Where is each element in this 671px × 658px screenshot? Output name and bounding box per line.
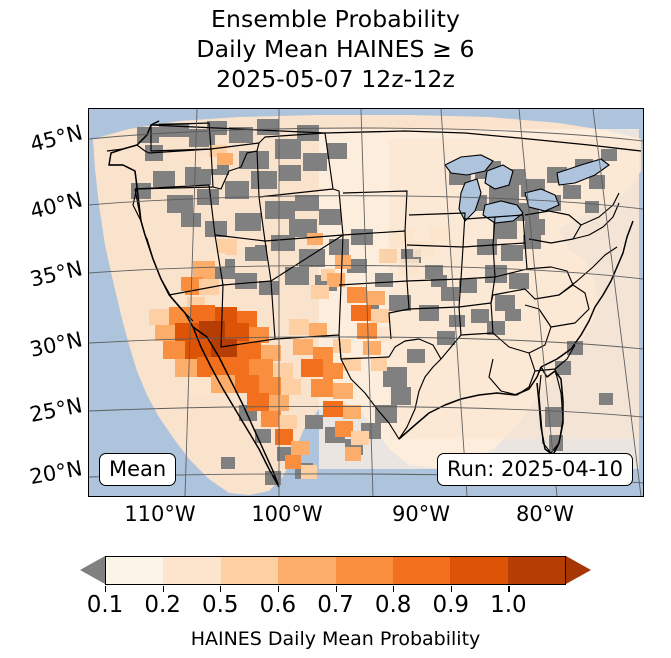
colorbar-tick-labels: 0.1 0.2 0.5 0.6 0.7 0.8 0.9 1.0 xyxy=(80,592,591,622)
colorbar-segment-5 xyxy=(392,557,451,584)
lat-tick-30n: 30°N xyxy=(27,327,85,362)
colorbar-tick-label-5: 0.8 xyxy=(374,592,412,618)
title-line-2: Daily Mean HAINES ≥ 6 xyxy=(196,35,475,63)
lat-tick-25n: 25°N xyxy=(27,393,85,427)
colorbar-over-arrow xyxy=(566,556,591,584)
mean-label-box: Mean xyxy=(99,453,177,486)
colorbar-tick-6 xyxy=(450,586,452,592)
run-label-box: Run: 2025-04-10 xyxy=(436,453,633,486)
colorbar-ticks xyxy=(80,586,591,592)
title-line-3: 2025-05-07 12z-12z xyxy=(216,65,455,93)
colorbar-tick-2 xyxy=(220,586,222,592)
colorbar-segment-2 xyxy=(220,557,279,584)
colorbar-segment-0 xyxy=(106,557,164,584)
colorbar: 0.1 0.2 0.5 0.6 0.7 0.8 0.9 1.0 xyxy=(0,556,671,622)
page-title: Ensemble Probability Daily Mean HAINES ≥… xyxy=(0,4,671,94)
lat-tick-35n: 35°N xyxy=(27,256,85,292)
colorbar-segment-6 xyxy=(450,557,508,584)
colorbar-tick-3 xyxy=(277,586,280,592)
colorbar-tick-4 xyxy=(335,586,337,592)
title-line-1: Ensemble Probability xyxy=(211,5,460,33)
colorbar-segment-7 xyxy=(507,557,565,584)
colorbar-tick-1 xyxy=(162,586,164,592)
lat-tick-20n: 20°N xyxy=(27,456,85,490)
lon-tick-110w: 110°W xyxy=(124,502,196,526)
colorbar-tick-label-4: 0.7 xyxy=(317,592,354,618)
colorbar-tick-5 xyxy=(393,586,395,592)
colorbar-title: HAINES Daily Mean Probability xyxy=(190,628,481,650)
colorbar-tick-label-2: 0.5 xyxy=(201,592,239,618)
colorbar-under-arrow xyxy=(80,556,105,584)
map-panel[interactable]: Mean Run: 2025-04-10 xyxy=(88,108,644,497)
colorbar-segment-3 xyxy=(278,557,336,584)
colorbar-segment-1 xyxy=(163,557,221,584)
map-graphic xyxy=(89,109,643,496)
lon-tick-100w: 100°W xyxy=(251,502,323,526)
colorbar-tick-label-1: 0.2 xyxy=(144,592,181,618)
colorbar-tick-7 xyxy=(508,586,510,592)
colorbar-tick-label-3: 0.6 xyxy=(259,592,297,618)
colorbar-tick-label-6: 0.9 xyxy=(432,592,470,618)
lat-tick-40n: 40°N xyxy=(27,187,85,224)
lat-tick-45n: 45°N xyxy=(27,120,85,157)
colorbar-segment-4 xyxy=(335,557,393,584)
lon-tick-80w: 80°W xyxy=(516,502,574,526)
colorbar-segments xyxy=(105,556,566,585)
colorbar-tick-label-7: 1.0 xyxy=(490,592,527,618)
colorbar-tick-0 xyxy=(105,586,107,592)
lon-tick-90w: 90°W xyxy=(392,502,450,526)
colorbar-tick-label-0: 0.1 xyxy=(86,592,124,618)
